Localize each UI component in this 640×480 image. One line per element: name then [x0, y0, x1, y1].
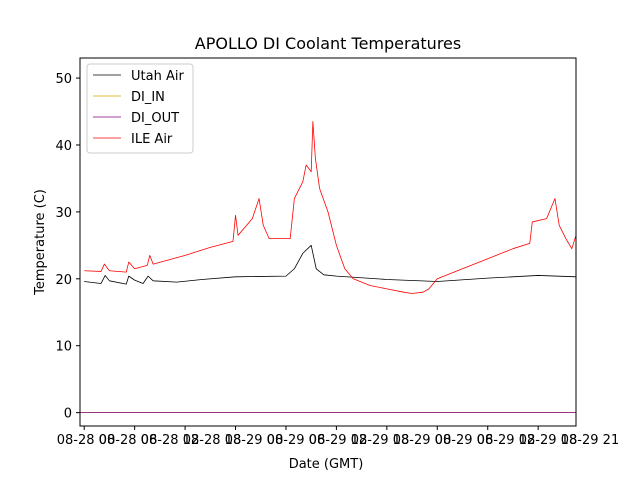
x-tick-label: 08-29 21 — [561, 433, 619, 448]
y-tick-label: 0 — [64, 407, 72, 422]
legend-label: DI_IN — [131, 90, 165, 105]
legend-label: DI_OUT — [131, 111, 179, 126]
x-tick-label: 08-29 00 — [393, 433, 451, 448]
x-tick-label: 08-28 12 — [141, 433, 199, 448]
x-tick-label: 08-29 12 — [477, 433, 535, 448]
x-tick-label: 08-28 18 — [183, 433, 241, 448]
plot-frame — [79, 57, 577, 427]
x-axis-label: Date (GMT) — [289, 457, 364, 472]
x-tick-label: 08-29 18 — [519, 433, 577, 448]
series-layer — [80, 121, 576, 414]
y-tick-label: 10 — [55, 340, 72, 355]
legend: Utah Air DI_IN DI_OUT ILE Air — [86, 63, 194, 154]
y-axis: 0 10 20 30 40 50 — [55, 72, 80, 422]
y-tick-label: 50 — [55, 72, 72, 87]
y-axis-label: Temperature (C) — [33, 189, 48, 296]
x-tick-label: 08-29 12 — [309, 433, 367, 448]
chart-title: APOLLO DI Coolant Temperatures — [195, 34, 461, 53]
legend-label: ILE Air — [131, 132, 173, 147]
series-line-utah-air — [84, 244, 576, 285]
legend-label: Utah Air — [131, 69, 184, 84]
legend-box — [86, 63, 194, 154]
x-tick-label: 08-29 06 — [435, 433, 493, 448]
x-tick-label: 08-28 00 — [57, 433, 115, 448]
y-tick-label: 40 — [55, 139, 72, 154]
x-tick-label: 08-29 18 — [351, 433, 409, 448]
x-tick-label: 08-29 00 — [225, 433, 283, 448]
series-line-ile-air — [84, 121, 576, 294]
y-tick-label: 30 — [55, 206, 72, 221]
y-tick-label: 20 — [55, 273, 72, 288]
x-tick-label: 08-29 06 — [267, 433, 325, 448]
x-tick-label: 08-28 06 — [99, 433, 157, 448]
